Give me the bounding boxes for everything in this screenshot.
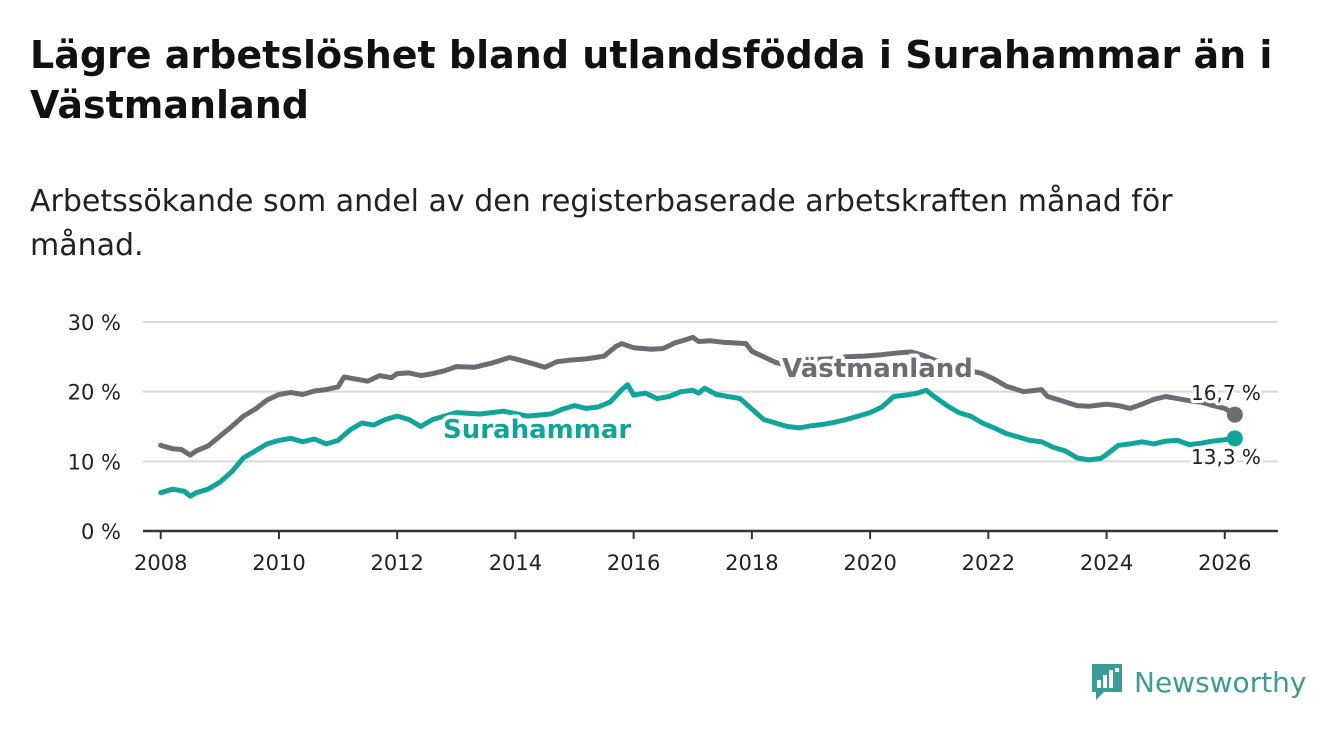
end-point-vastmanland: [1226, 406, 1243, 423]
series-label-vastmanland: Västmanland: [782, 354, 973, 384]
y-tick-label: 30 %: [68, 311, 121, 335]
x-tick-label: 2026: [1198, 551, 1251, 575]
end-value-label-vastmanland: 16,7 %: [1191, 381, 1261, 405]
x-tick-label: 2010: [252, 551, 305, 575]
y-tick-label: 20 %: [68, 381, 121, 405]
x-tick-label: 2012: [370, 551, 423, 575]
x-tick-label: 2008: [134, 551, 187, 575]
chart-subtitle: Arbetssökande som andel av den registerb…: [30, 184, 1173, 263]
x-tick-label: 2022: [962, 551, 1015, 575]
axes: 0 % 10 % 20 % 30 % 2008 2010 2012 2014 2016 2018 2…: [68, 311, 1278, 575]
newsworthy-logo: Newsworthy: [1090, 660, 1307, 704]
y-tick-label: 10 %: [68, 450, 121, 474]
series-lines: [158, 334, 1238, 499]
x-tick-label: 2020: [843, 551, 896, 575]
series-line-vastmanland: [158, 334, 1238, 458]
x-tick-label: 2016: [607, 551, 660, 575]
end-point-surahammar: [1226, 430, 1243, 447]
y-tick-label: 0 %: [81, 520, 121, 544]
chart-title: Lägre arbetslöshet bland utlandsfödda i …: [30, 33, 1273, 127]
series-label-surahammar: Surahammar: [443, 415, 631, 445]
x-tick-label: 2014: [489, 551, 542, 575]
x-tick-label: 2018: [725, 551, 778, 575]
series-line-surahammar: [158, 382, 1238, 499]
x-tick-label: 2024: [1080, 551, 1133, 575]
end-value-label-surahammar: 13,3 %: [1191, 445, 1261, 469]
end-markers: 16,7 % 13,3 %: [1188, 378, 1264, 472]
series-labels: Västmanland Surahammar: [439, 350, 977, 449]
bar-chart-speech-bubble-icon: [1092, 664, 1122, 700]
logo-text: Newsworthy: [1134, 665, 1307, 699]
